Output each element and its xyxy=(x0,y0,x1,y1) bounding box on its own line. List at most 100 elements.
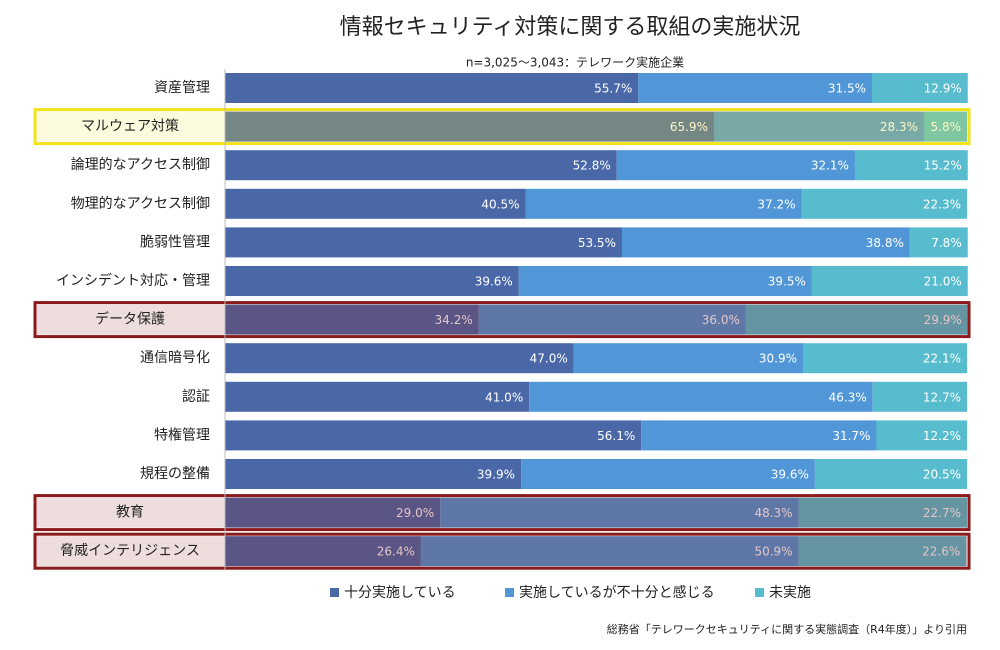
value-label: 12.7% xyxy=(923,390,961,404)
highlight-overlay xyxy=(225,536,967,567)
category-label: 物理的なアクセス制御 xyxy=(71,196,210,212)
category-label: 資産管理 xyxy=(154,80,210,96)
category-label: 脆弱性管理 xyxy=(140,233,210,250)
value-label: 39.6% xyxy=(475,275,513,289)
value-label: 12.9% xyxy=(924,82,962,96)
legend-label: 十分実施している xyxy=(344,585,456,601)
value-label: 22.3% xyxy=(923,197,961,211)
value-label: 39.9% xyxy=(477,468,515,482)
bar-segment xyxy=(909,227,968,258)
value-label: 34.2% xyxy=(435,313,473,327)
bar-segment xyxy=(745,304,968,335)
highlight-box xyxy=(33,532,971,570)
value-label: 22.7% xyxy=(923,506,961,520)
category-label: マルウェア対策 xyxy=(81,118,179,135)
bar-segment xyxy=(225,497,441,528)
bar-segment xyxy=(713,111,924,142)
bar-segment xyxy=(641,420,877,451)
category-label: 特権管理 xyxy=(154,426,210,443)
bar-segment xyxy=(801,188,967,219)
value-label: 15.2% xyxy=(924,159,962,173)
bar-segment xyxy=(811,266,968,296)
value-label: 21.0% xyxy=(924,275,962,289)
bar-segment xyxy=(876,420,967,451)
value-label: 47.0% xyxy=(530,352,568,366)
value-label: 12.2% xyxy=(923,429,961,443)
category-label: 脅威インテリジェンス xyxy=(60,543,200,559)
value-label: 39.6% xyxy=(771,468,809,482)
bar-segment xyxy=(225,188,526,219)
bar-segment xyxy=(478,304,746,335)
bar-segment xyxy=(420,536,799,567)
bar-segment xyxy=(814,459,967,489)
value-label: 26.4% xyxy=(377,545,415,559)
bar-segment xyxy=(518,266,812,296)
value-label: 29.9% xyxy=(924,313,962,327)
highlight-overlay xyxy=(225,497,967,528)
bar-segment xyxy=(225,73,639,103)
highlight-overlay xyxy=(225,111,967,142)
bar-segment xyxy=(225,536,421,567)
category-label: 認証 xyxy=(182,389,210,405)
value-label: 32.1% xyxy=(811,159,849,173)
legend-label: 実施しているが不十分と感じる xyxy=(519,584,715,601)
bar-segment xyxy=(225,381,530,412)
bar-segment xyxy=(854,150,968,181)
value-label: 31.5% xyxy=(828,82,866,96)
highlight-box xyxy=(33,494,971,532)
bar-segment xyxy=(225,227,622,258)
bar-segment xyxy=(621,227,910,258)
bar-segment xyxy=(225,111,714,142)
value-label: 28.3% xyxy=(880,120,918,134)
label-highlight xyxy=(35,497,225,528)
bar-segment xyxy=(225,420,642,451)
bar-segment xyxy=(616,150,855,181)
highlight-box xyxy=(33,301,971,339)
value-label: 41.0% xyxy=(485,390,523,404)
legend-swatch xyxy=(330,588,339,597)
value-label: 52.8% xyxy=(573,159,611,173)
value-label: 65.9% xyxy=(670,120,708,134)
value-label: 20.5% xyxy=(923,468,961,482)
bar-segment xyxy=(872,73,968,103)
highlight-overlay xyxy=(225,304,967,335)
value-label: 48.3% xyxy=(754,506,792,520)
category-label: データ保護 xyxy=(95,311,165,328)
legend-swatch xyxy=(755,588,764,597)
value-label: 40.5% xyxy=(481,197,519,211)
bar-segment xyxy=(225,343,574,374)
highlight-box xyxy=(33,108,971,146)
bar-segment xyxy=(573,343,804,374)
value-label: 56.1% xyxy=(597,429,635,443)
bar-segment xyxy=(798,536,967,567)
label-highlight xyxy=(35,111,225,142)
bar-segment xyxy=(521,459,815,489)
bar-segment xyxy=(872,381,967,412)
category-label: 通信暗号化 xyxy=(140,350,210,366)
category-label: 教育 xyxy=(116,505,144,521)
category-label: 論理的なアクセス制御 xyxy=(71,157,210,173)
label-highlight xyxy=(35,536,225,567)
category-label: 規程の整備 xyxy=(140,466,210,482)
source-note: 総務省「テレワークセキュリティに関する実態調査（R4年度）」より引用 xyxy=(607,622,967,636)
value-label: 5.8% xyxy=(931,120,962,134)
bar-segment xyxy=(225,459,522,489)
bar-segment xyxy=(225,266,519,296)
chart-subtitle: n=3,025～3,043：テレワーク実施企業 xyxy=(466,55,684,70)
chart-title: 情報セキュリティ対策に関する取組の実施状況 xyxy=(340,15,801,40)
value-label: 30.9% xyxy=(759,352,797,366)
value-label: 50.9% xyxy=(754,545,792,559)
value-label: 36.0% xyxy=(702,313,740,327)
value-label: 53.5% xyxy=(578,236,616,250)
bar-segment xyxy=(440,497,799,528)
value-label: 7.8% xyxy=(931,236,962,250)
value-label: 29.0% xyxy=(396,506,434,520)
value-label: 38.8% xyxy=(866,236,904,250)
bar-segment xyxy=(225,304,479,335)
bar-segment xyxy=(529,381,873,412)
bar-segment xyxy=(638,73,873,103)
value-label: 31.7% xyxy=(832,429,870,443)
bar-segment xyxy=(525,188,802,219)
value-label: 37.2% xyxy=(757,197,795,211)
